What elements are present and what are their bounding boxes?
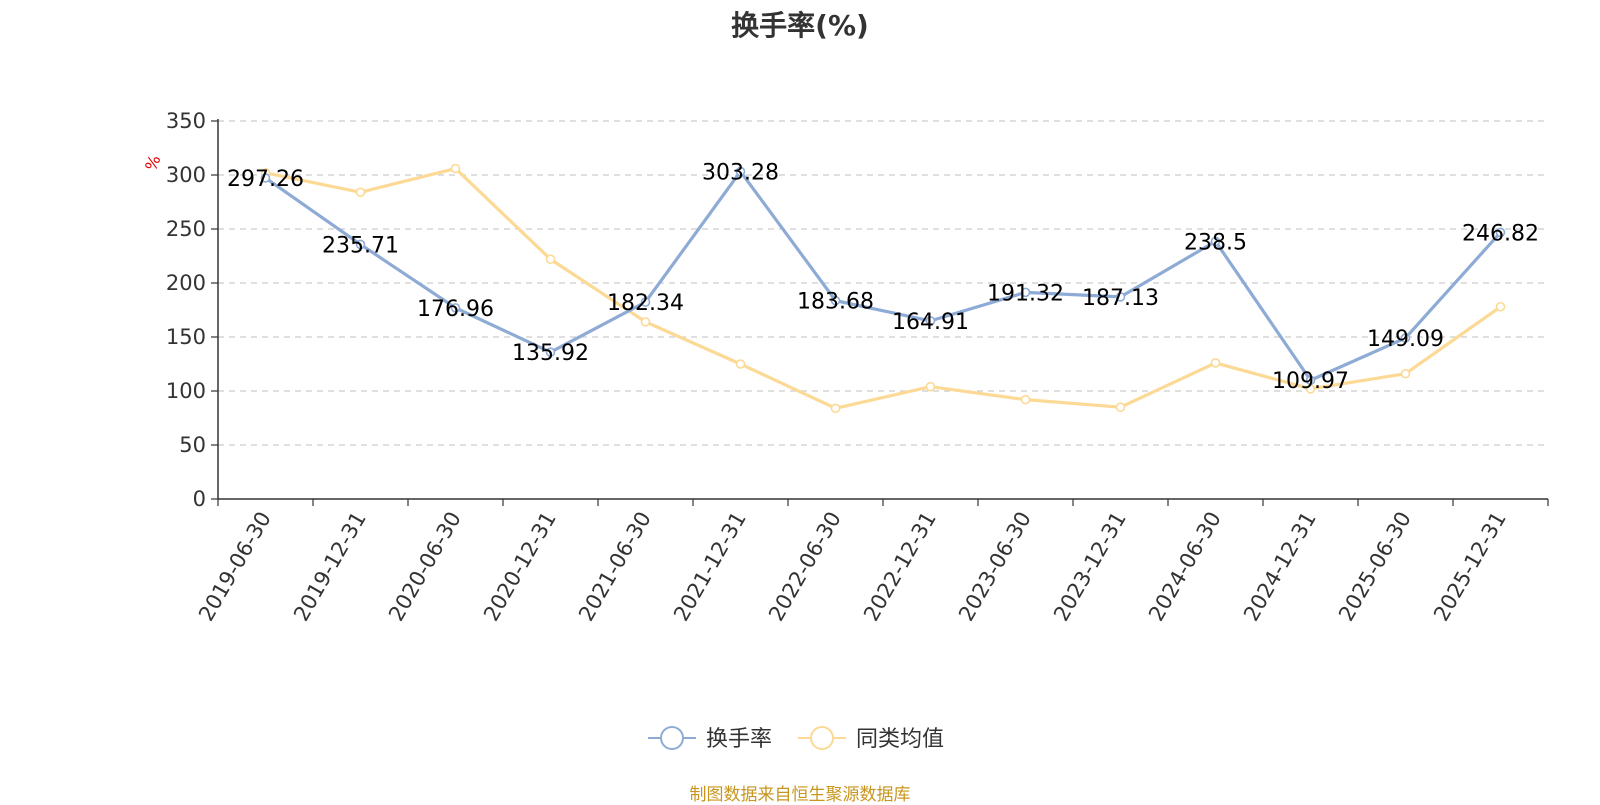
data-label: 164.91 <box>892 310 969 335</box>
point-peer-average <box>1020 394 1031 405</box>
point-turnover <box>355 239 366 250</box>
data-label: 191.32 <box>987 281 1064 306</box>
legend-marker <box>660 726 684 750</box>
x-tick-label: 2020-12-31 <box>479 508 561 626</box>
x-tick-label: 2021-06-30 <box>574 508 656 626</box>
point-turnover <box>545 347 556 358</box>
legend[interactable]: 换手率 同类均值 <box>648 726 944 752</box>
point-turnover <box>830 295 841 306</box>
point-turnover <box>925 316 936 326</box>
legend-item-peer-average[interactable]: 同类均值 <box>798 726 944 752</box>
series-lines <box>260 163 1506 414</box>
x-tick-label: 2025-12-31 <box>1429 508 1511 626</box>
x-tick-label: 2025-06-30 <box>1334 508 1416 626</box>
x-tick-label: 2022-06-30 <box>764 508 846 626</box>
y-tick-label: 100 <box>166 379 206 403</box>
legend-marker <box>810 726 834 750</box>
point-peer-average <box>1495 301 1506 312</box>
data-label: 246.82 <box>1462 221 1539 246</box>
point-turnover <box>1495 227 1506 238</box>
data-label: 109.97 <box>1272 369 1349 394</box>
x-tick-label: 2020-06-30 <box>384 508 466 626</box>
point-peer-average <box>925 381 936 392</box>
legend-item-turnover[interactable]: 换手率 <box>648 726 772 752</box>
grid-lines <box>218 120 1548 446</box>
x-tick-label: 2021-12-31 <box>669 508 751 626</box>
point-peer-average <box>640 317 651 327</box>
data-label: 182.34 <box>607 291 684 316</box>
y-tick-label: 50 <box>179 433 206 457</box>
series-line-peer-average <box>263 166 1503 410</box>
point-peer-average <box>1400 368 1411 379</box>
point-turnover <box>450 303 461 313</box>
point-turnover <box>640 297 651 307</box>
point-turnover <box>1115 292 1126 302</box>
data-label: 187.13 <box>1082 286 1159 311</box>
point-peer-average <box>450 163 461 174</box>
y-tick-label: 300 <box>166 163 206 187</box>
x-tick-label: 2023-12-31 <box>1049 508 1131 626</box>
point-peer-average <box>735 359 746 369</box>
x-tick-label: 2019-06-30 <box>194 508 276 626</box>
y-tick-label: 250 <box>166 217 206 241</box>
data-label: 297.26 <box>227 167 304 192</box>
point-turnover <box>735 166 746 177</box>
data-labels: 297.26 235.71 176.96 135.92 182.34 303.28 183.… <box>227 160 1539 394</box>
data-label: 135.92 <box>512 341 589 366</box>
point-peer-average <box>830 403 841 414</box>
point-peer-average <box>545 254 556 265</box>
point-turnover <box>1400 333 1411 343</box>
legend-label: 换手率 <box>706 727 772 752</box>
y-tick-label: 150 <box>166 325 206 349</box>
chart-title: 换手率(%) <box>731 9 869 42</box>
point-turnover <box>1020 287 1031 298</box>
x-tick-label: 2022-12-31 <box>859 508 941 626</box>
y-tick-label: 200 <box>166 271 206 295</box>
data-label: 235.71 <box>322 233 399 258</box>
x-tick-label: 2019-12-31 <box>289 508 371 626</box>
data-label: 183.68 <box>797 290 874 315</box>
point-peer-average <box>1115 402 1126 413</box>
source-note: 制图数据来自恒生聚源数据库 <box>689 785 911 805</box>
point-peer-average <box>1210 358 1221 368</box>
y-axis-unit-label: % <box>141 152 164 173</box>
series-line-turnover <box>263 169 1503 382</box>
legend-label: 同类均值 <box>856 727 944 752</box>
x-tick-label: 2024-06-30 <box>1144 508 1226 626</box>
data-label: 238.5 <box>1184 230 1247 255</box>
y-tick-label: 0 <box>193 487 206 511</box>
point-turnover <box>1305 375 1316 386</box>
point-turnover <box>1210 236 1221 247</box>
x-tick-label: 2023-06-30 <box>954 508 1036 626</box>
data-label: 149.09 <box>1367 327 1444 352</box>
y-tick-label: 350 <box>166 109 206 133</box>
point-peer-average <box>355 187 366 198</box>
point-turnover <box>260 173 271 183</box>
data-label: 176.96 <box>417 297 494 322</box>
x-tick-label: 2024-12-31 <box>1239 508 1321 626</box>
data-label: 303.28 <box>702 160 779 185</box>
